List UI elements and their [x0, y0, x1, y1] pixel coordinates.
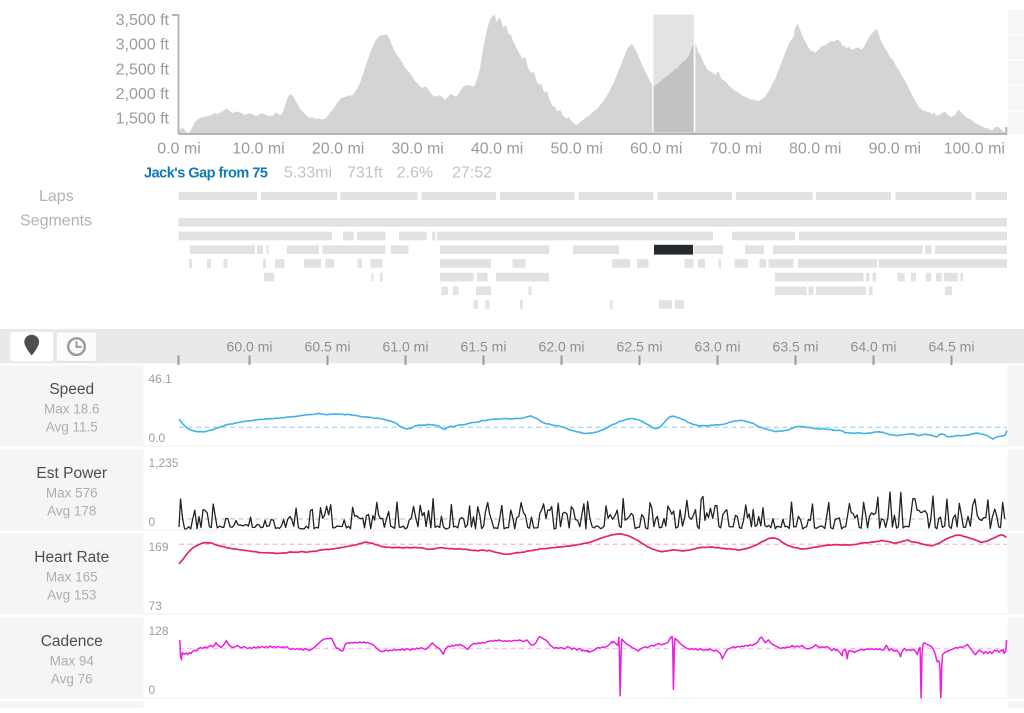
svg-text:60.5 mi: 60.5 mi	[305, 339, 351, 355]
svg-text:Avg 178: Avg 178	[47, 503, 96, 518]
svg-text:64.5 mi: 64.5 mi	[929, 339, 975, 355]
svg-text:62.5 mi: 62.5 mi	[617, 339, 663, 355]
svg-text:2.6%: 2.6%	[397, 165, 433, 182]
svg-text:0: 0	[149, 515, 156, 529]
svg-text:0.0 mi: 0.0 mi	[157, 141, 201, 158]
svg-text:27:52: 27:52	[452, 165, 492, 182]
svg-text:Max 94: Max 94	[50, 653, 95, 668]
svg-text:3,000 ft: 3,000 ft	[116, 37, 170, 54]
svg-text:Avg 76: Avg 76	[51, 671, 93, 686]
svg-text:Max 576: Max 576	[46, 485, 98, 500]
svg-text:80.0 mi: 80.0 mi	[789, 141, 841, 158]
svg-text:3,500 ft: 3,500 ft	[116, 12, 170, 29]
svg-text:61.5 mi: 61.5 mi	[461, 339, 507, 355]
svg-text:169: 169	[149, 540, 169, 554]
svg-text:5.33mi: 5.33mi	[284, 165, 332, 182]
svg-text:128: 128	[149, 624, 169, 638]
svg-text:Heart Rate: Heart Rate	[34, 549, 109, 566]
svg-text:63.0 mi: 63.0 mi	[695, 339, 741, 355]
svg-text:60.0 mi: 60.0 mi	[630, 141, 682, 158]
svg-text:60.0 mi: 60.0 mi	[227, 339, 273, 355]
svg-text:61.0 mi: 61.0 mi	[383, 339, 429, 355]
svg-text:40.0 mi: 40.0 mi	[471, 141, 523, 158]
svg-text:62.0 mi: 62.0 mi	[539, 339, 585, 355]
svg-text:2,000 ft: 2,000 ft	[116, 86, 170, 103]
svg-text:Cadence: Cadence	[41, 633, 103, 650]
svg-text:Speed: Speed	[49, 381, 94, 398]
svg-text:Segments: Segments	[20, 213, 92, 230]
svg-text:Avg 11.5: Avg 11.5	[46, 419, 98, 434]
svg-text:2,500 ft: 2,500 ft	[116, 62, 170, 79]
svg-text:90.0 mi: 90.0 mi	[869, 141, 921, 158]
svg-text:Laps: Laps	[39, 188, 74, 205]
svg-text:Avg 153: Avg 153	[47, 587, 96, 602]
svg-text:Jack's Gap from 75: Jack's Gap from 75	[144, 166, 268, 182]
svg-text:Est Power: Est Power	[36, 465, 107, 482]
svg-text:1,235: 1,235	[149, 456, 179, 470]
svg-text:70.0 mi: 70.0 mi	[709, 141, 761, 158]
svg-text:20.0 mi: 20.0 mi	[312, 141, 364, 158]
svg-text:73: 73	[149, 599, 163, 613]
svg-text:64.0 mi: 64.0 mi	[851, 339, 897, 355]
svg-text:731ft: 731ft	[347, 165, 383, 182]
svg-text:10.0 mi: 10.0 mi	[232, 141, 284, 158]
svg-text:Max 18.6: Max 18.6	[44, 401, 100, 416]
svg-text:100.0 mi: 100.0 mi	[944, 141, 1005, 158]
svg-text:50.0 mi: 50.0 mi	[550, 141, 602, 158]
svg-text:0: 0	[149, 683, 156, 697]
svg-text:63.5 mi: 63.5 mi	[773, 339, 819, 355]
svg-text:1,500 ft: 1,500 ft	[116, 111, 170, 128]
svg-text:30.0 mi: 30.0 mi	[391, 141, 443, 158]
svg-text:Max 165: Max 165	[46, 569, 98, 584]
svg-text:0.0: 0.0	[149, 431, 166, 445]
svg-text:46.1: 46.1	[149, 372, 173, 386]
